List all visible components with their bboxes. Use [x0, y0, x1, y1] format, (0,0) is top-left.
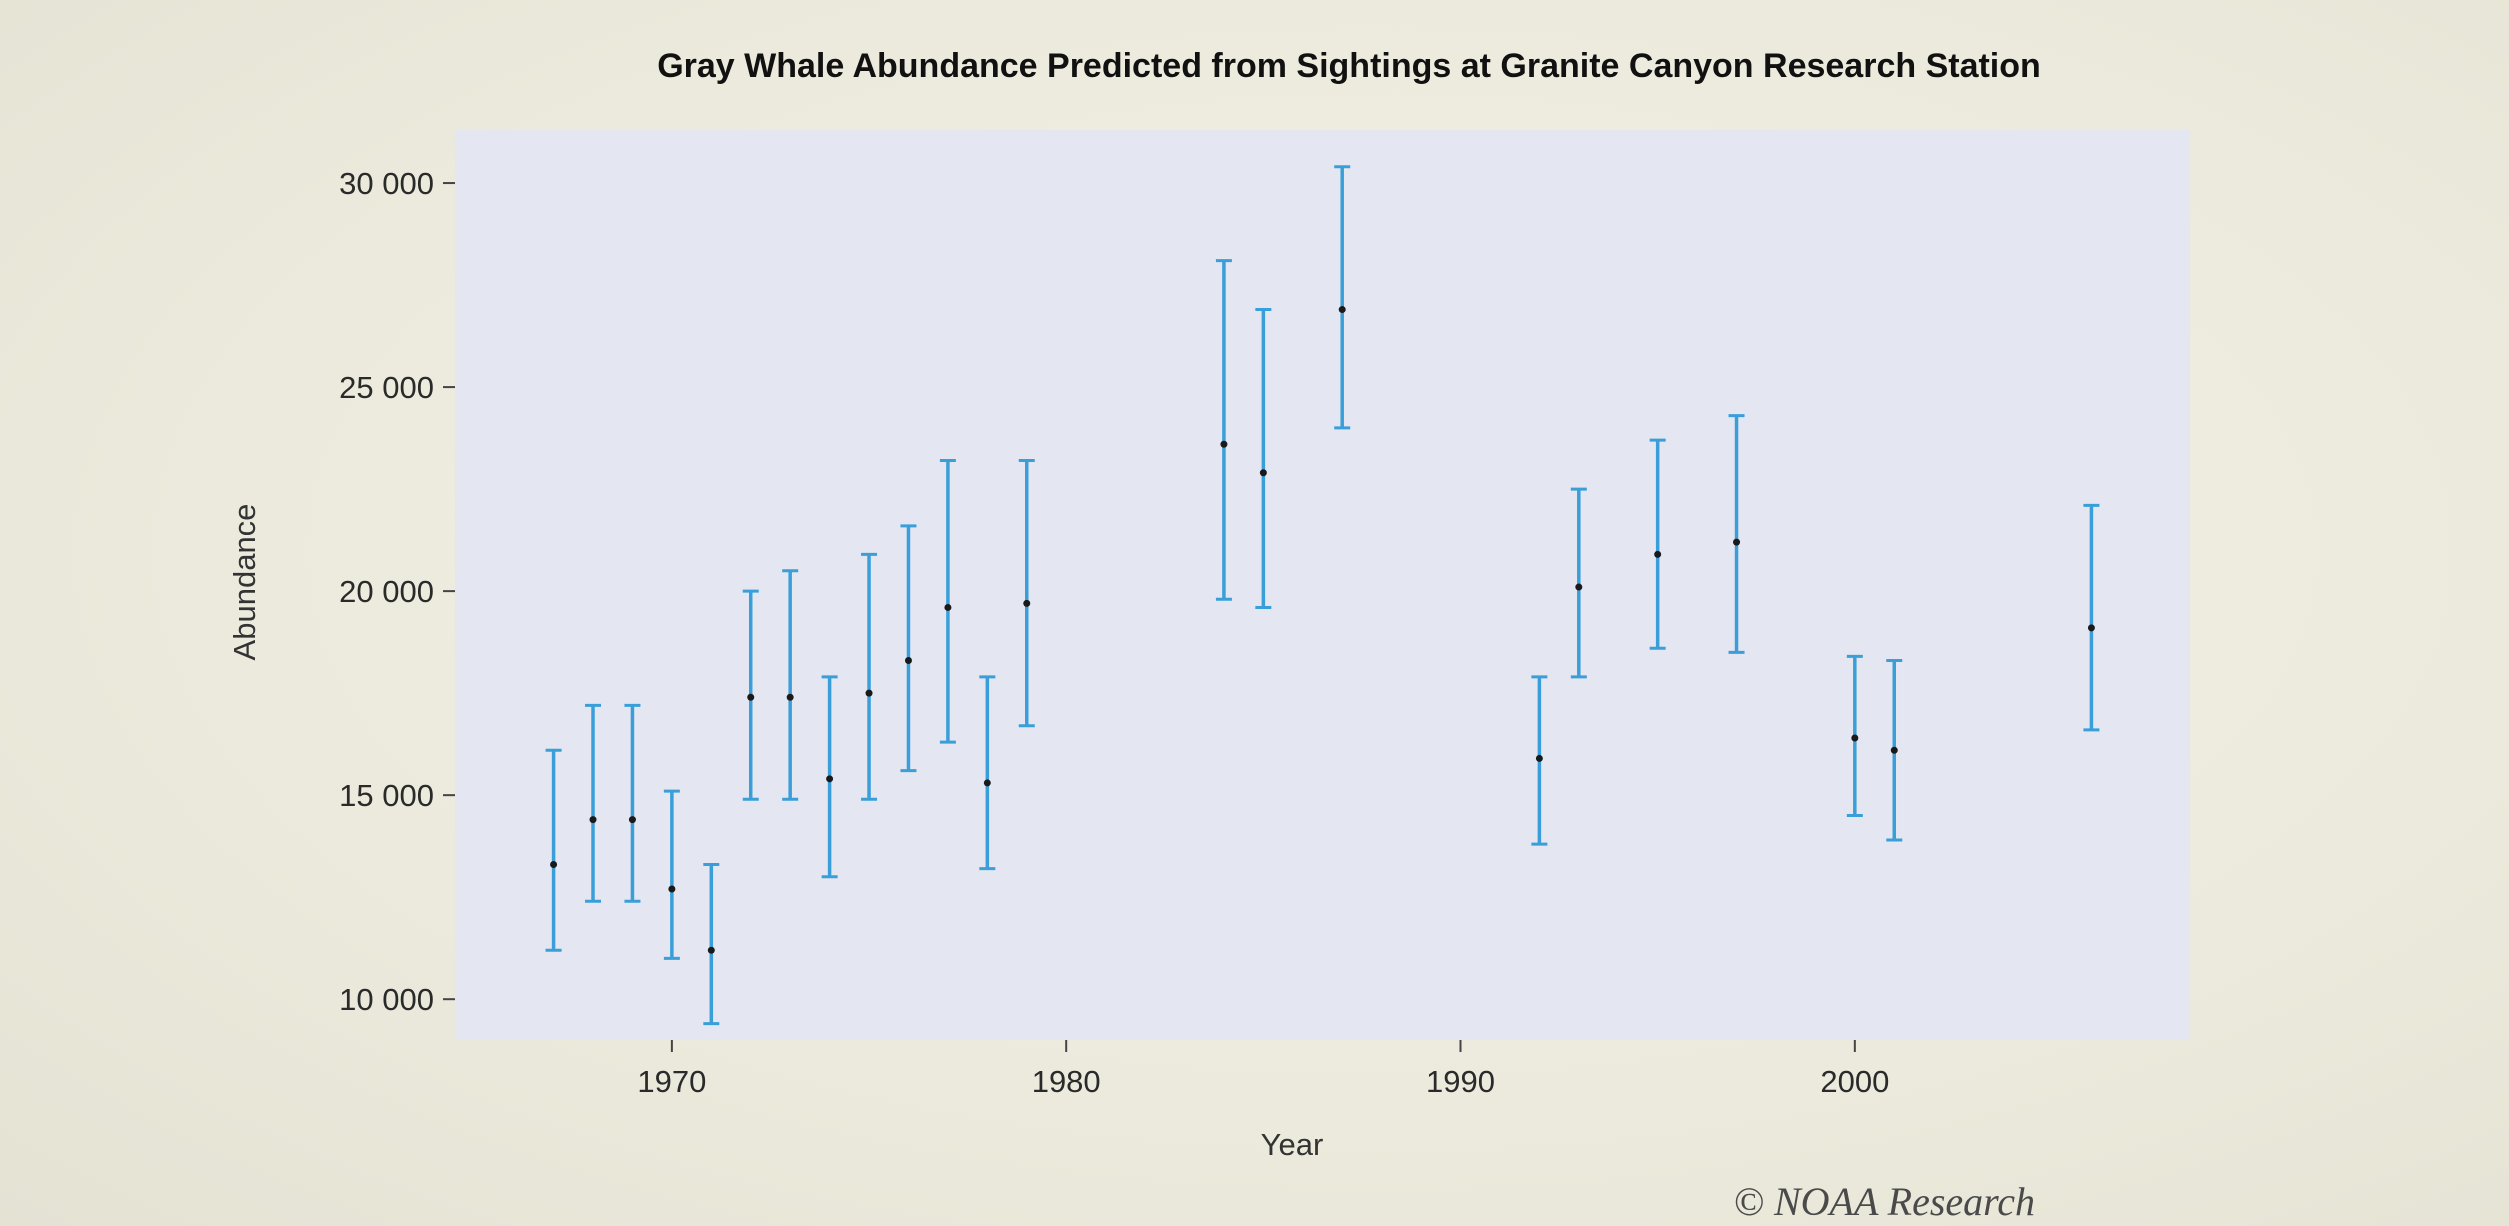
y-axis: 10 000 15 000 20 000 25 000 30 000 — [339, 166, 455, 1017]
data-point — [786, 693, 794, 701]
x-tick-label: 1970 — [637, 1064, 706, 1099]
data-point — [983, 779, 991, 787]
data-point — [589, 816, 597, 824]
y-axis-label: Abundance — [227, 504, 262, 661]
data-point — [944, 603, 952, 611]
plot-panel — [455, 130, 2190, 1040]
x-tick-label: 1990 — [1426, 1064, 1495, 1099]
chart-title: Gray Whale Abundance Predicted from Sigh… — [657, 47, 2041, 85]
data-point — [668, 885, 676, 893]
data-point — [1259, 469, 1267, 477]
data-point — [865, 689, 873, 697]
y-tick-label: 30 000 — [339, 166, 434, 201]
data-point — [1338, 306, 1346, 314]
data-point — [747, 693, 755, 701]
data-point — [628, 816, 636, 824]
y-tick-label: 20 000 — [339, 574, 434, 609]
data-point — [550, 861, 558, 869]
y-tick-label: 10 000 — [339, 982, 434, 1017]
y-tick-label: 15 000 — [339, 778, 434, 813]
x-axis: 1970 1980 1990 2000 — [637, 1040, 1889, 1099]
y-tick-label: 25 000 — [339, 370, 434, 405]
data-point — [1575, 583, 1583, 591]
data-point — [707, 946, 715, 954]
data-point — [1733, 538, 1741, 546]
data-point — [826, 775, 834, 783]
data-point — [1654, 550, 1662, 558]
data-point — [1220, 440, 1228, 448]
copyright-credit: © NOAA Research — [1734, 1179, 2035, 1224]
data-point — [2087, 624, 2095, 632]
data-point — [1851, 734, 1859, 742]
data-point — [904, 656, 912, 664]
x-axis-label: Year — [1261, 1127, 1324, 1162]
x-tick-label: 1980 — [1032, 1064, 1101, 1099]
data-point — [1023, 599, 1031, 607]
data-point — [1890, 746, 1898, 754]
data-point — [1535, 754, 1543, 762]
error-bar-series — [545, 165, 2100, 1026]
x-tick-label: 2000 — [1820, 1064, 1889, 1099]
